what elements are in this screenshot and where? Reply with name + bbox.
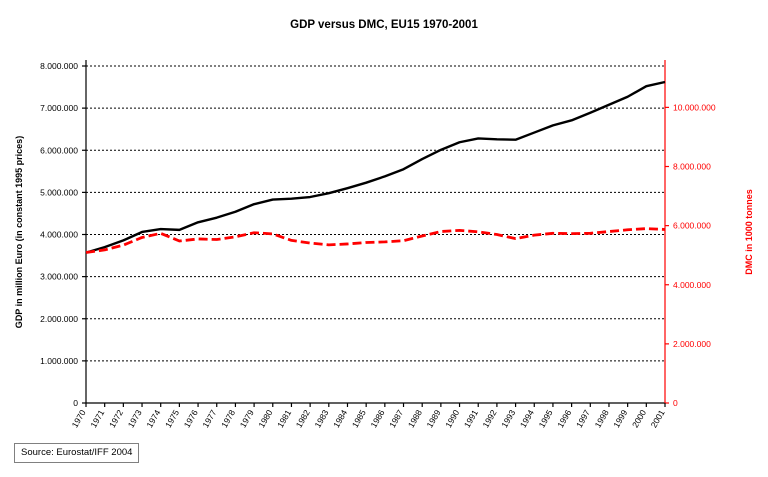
left-tick-label: 4.000.000 [40,230,78,240]
right-axis-title: DMC in 1000 tonnes [744,189,754,275]
left-tick-label: 2.000.000 [40,314,78,324]
gridlines [86,65,665,362]
left-tick-label: 7.000.000 [40,103,78,113]
right-tick-label: 2.000.000 [673,339,711,349]
source-note: Source: Eurostat/IFF 2004 [14,443,140,463]
right-tick-label: 4.000.000 [673,280,711,290]
right-tick-label: 8.000.000 [673,162,711,172]
left-tick-label: 8.000.000 [40,61,78,71]
left-tick-label: 1.000.000 [40,356,78,366]
left-tick-label: 0 [73,398,78,408]
right-axis-ticks: 0 2.000.000 4.000.000 6.000.000 8.000.000 10.… [665,102,716,408]
left-axis-title: GDP in million Euro (in constant 1995 pr… [14,136,24,328]
left-tick-label: 3.000.000 [40,272,78,282]
right-tick-label: 6.000.000 [673,221,711,231]
right-tick-label: 10.000.000 [673,102,716,112]
left-axis-ticks: 0 1.000.000 2.000.000 3.000.000 4.000.000 5.0… [40,61,86,408]
series-line-gdp [85,80,666,254]
chart-title: GDP versus DMC, EU15 1970-2001 [290,19,478,31]
left-tick-label: 6.000.000 [40,145,78,155]
left-tick-label: 5.000.000 [40,187,78,197]
right-tick-label: 0 [673,398,678,408]
